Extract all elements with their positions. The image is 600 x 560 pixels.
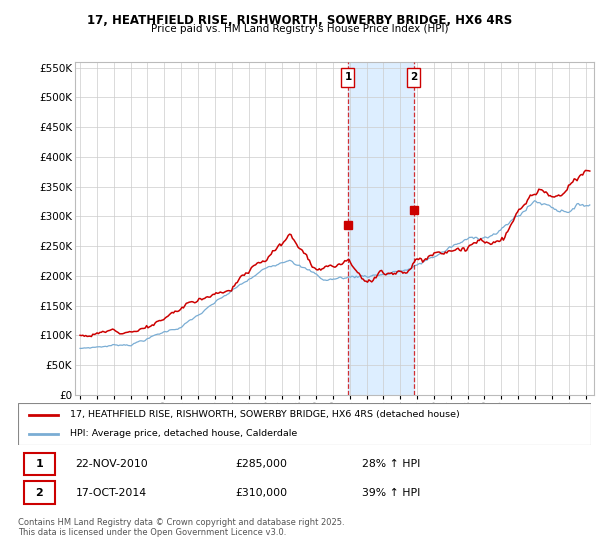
FancyBboxPatch shape: [18, 403, 591, 445]
Bar: [24, 453, 55, 475]
Bar: [407, 68, 420, 87]
Text: 22-NOV-2010: 22-NOV-2010: [76, 459, 148, 469]
Text: 28% ↑ HPI: 28% ↑ HPI: [362, 459, 420, 469]
Text: 1: 1: [35, 459, 43, 469]
Text: £310,000: £310,000: [236, 488, 288, 497]
Text: 17-OCT-2014: 17-OCT-2014: [76, 488, 146, 497]
Text: £285,000: £285,000: [236, 459, 288, 469]
Bar: [348, 62, 413, 395]
Bar: [341, 68, 355, 87]
Text: 2: 2: [35, 488, 43, 497]
Text: HPI: Average price, detached house, Calderdale: HPI: Average price, detached house, Cald…: [70, 430, 297, 438]
Text: Contains HM Land Registry data © Crown copyright and database right 2025.
This d: Contains HM Land Registry data © Crown c…: [18, 518, 344, 538]
Text: 17, HEATHFIELD RISE, RISHWORTH, SOWERBY BRIDGE, HX6 4RS (detached house): 17, HEATHFIELD RISE, RISHWORTH, SOWERBY …: [70, 410, 460, 419]
Text: 2: 2: [410, 72, 418, 82]
Text: 1: 1: [344, 72, 352, 82]
Text: 39% ↑ HPI: 39% ↑ HPI: [362, 488, 420, 497]
Text: Price paid vs. HM Land Registry's House Price Index (HPI): Price paid vs. HM Land Registry's House …: [151, 24, 449, 34]
Bar: [24, 482, 55, 504]
Text: 17, HEATHFIELD RISE, RISHWORTH, SOWERBY BRIDGE, HX6 4RS: 17, HEATHFIELD RISE, RISHWORTH, SOWERBY …: [88, 14, 512, 27]
